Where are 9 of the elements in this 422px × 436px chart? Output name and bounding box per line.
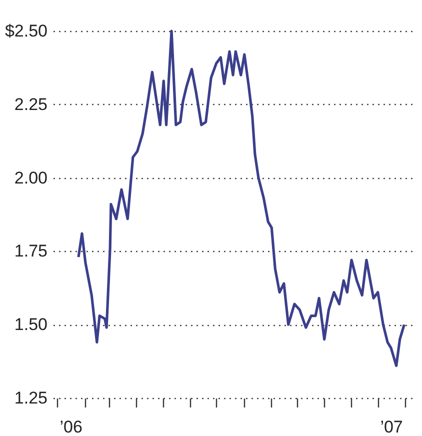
y-tick-label: $2.50: [4, 22, 48, 40]
y-tick-label: 2.25: [14, 94, 48, 114]
y-tick-label: 1.75: [14, 242, 48, 261]
x-tick-label: ’06: [60, 418, 82, 436]
x-tick-label: ’07: [380, 418, 403, 436]
line-series: [77, 30, 406, 368]
y-tick-label: 2.00: [14, 168, 48, 188]
y-tick-label: 1.50: [14, 315, 48, 334]
y-tick-label: 1.25: [14, 388, 48, 408]
